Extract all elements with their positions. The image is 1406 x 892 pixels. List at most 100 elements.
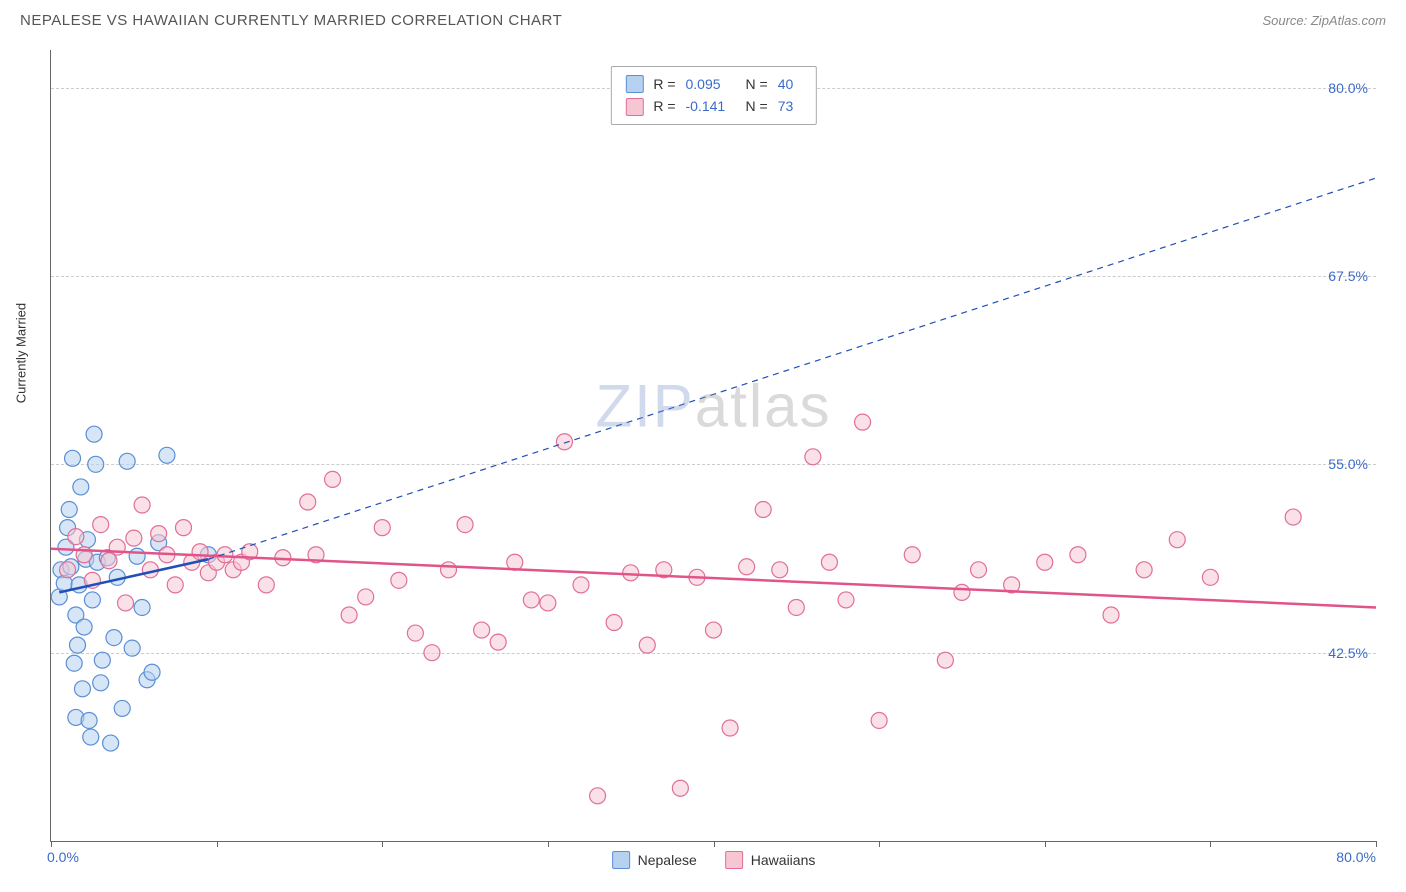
data-point	[83, 729, 99, 745]
data-point	[805, 449, 821, 465]
legend-item-nepalese: Nepalese	[612, 851, 697, 869]
data-point	[358, 589, 374, 605]
legend-label-nepalese: Nepalese	[638, 852, 697, 868]
x-tick	[1210, 841, 1211, 847]
trend-line	[208, 178, 1376, 559]
legend-swatch-nepalese	[612, 851, 630, 869]
data-point	[70, 637, 86, 653]
data-point	[84, 592, 100, 608]
data-point	[706, 622, 722, 638]
data-point	[821, 554, 837, 570]
data-point	[93, 675, 109, 691]
x-tick	[217, 841, 218, 847]
plot-area: Currently Married 42.5%55.0%67.5%80.0% Z…	[50, 50, 1376, 842]
data-point	[176, 520, 192, 536]
data-point	[300, 494, 316, 510]
data-point	[93, 517, 109, 533]
chart-container: Currently Married 42.5%55.0%67.5%80.0% Z…	[50, 50, 1376, 842]
x-tick-max: 80.0%	[1336, 849, 1376, 865]
r-label: R =	[653, 95, 675, 117]
data-point	[159, 447, 175, 463]
data-point	[1070, 547, 1086, 563]
swatch-hawaiians	[625, 98, 643, 116]
data-point	[441, 562, 457, 578]
trend-line	[51, 549, 1376, 608]
data-point	[81, 712, 97, 728]
data-point	[871, 712, 887, 728]
data-point	[590, 788, 606, 804]
data-point	[74, 681, 90, 697]
chart-title: NEPALESE VS HAWAIIAN CURRENTLY MARRIED C…	[20, 12, 562, 29]
data-point	[1169, 532, 1185, 548]
data-point	[151, 526, 167, 542]
r-label: R =	[653, 73, 675, 95]
data-point	[739, 559, 755, 575]
r-value-nepalese: 0.095	[686, 73, 736, 95]
data-point	[65, 450, 81, 466]
data-point	[60, 562, 76, 578]
data-point	[341, 607, 357, 623]
swatch-nepalese	[625, 75, 643, 93]
data-point	[217, 547, 233, 563]
data-point	[407, 625, 423, 641]
n-value-hawaiians: 73	[778, 95, 802, 117]
data-point	[954, 584, 970, 600]
data-point	[144, 664, 160, 680]
x-tick	[1045, 841, 1046, 847]
data-point	[457, 517, 473, 533]
data-point	[838, 592, 854, 608]
data-point	[119, 453, 135, 469]
data-point	[490, 634, 506, 650]
chart-source: Source: ZipAtlas.com	[1262, 13, 1386, 28]
data-point	[1285, 509, 1301, 525]
data-point	[573, 577, 589, 593]
data-point	[474, 622, 490, 638]
x-tick-min: 0.0%	[47, 849, 79, 865]
data-point	[73, 479, 89, 495]
x-tick	[879, 841, 880, 847]
data-point	[623, 565, 639, 581]
data-point	[126, 530, 142, 546]
data-point	[639, 637, 655, 653]
data-point	[134, 599, 150, 615]
n-value-nepalese: 40	[778, 73, 802, 95]
data-point	[114, 700, 130, 716]
data-point	[134, 497, 150, 513]
y-axis-label: Currently Married	[14, 302, 29, 402]
scatter-plot-svg	[51, 50, 1376, 841]
data-point	[672, 780, 688, 796]
data-point	[167, 577, 183, 593]
r-value-hawaiians: -0.141	[686, 95, 736, 117]
data-point	[1136, 562, 1152, 578]
stats-row-nepalese: R = 0.095 N = 40	[625, 73, 801, 95]
n-label: N =	[746, 95, 768, 117]
data-point	[788, 599, 804, 615]
data-point	[103, 735, 119, 751]
data-point	[556, 434, 572, 450]
n-label: N =	[746, 73, 768, 95]
data-point	[86, 426, 102, 442]
x-tick	[1376, 841, 1377, 847]
data-point	[772, 562, 788, 578]
data-point	[424, 645, 440, 661]
data-point	[855, 414, 871, 430]
data-point	[258, 577, 274, 593]
data-point	[61, 502, 77, 518]
data-point	[1037, 554, 1053, 570]
x-tick	[51, 841, 52, 847]
data-point	[94, 652, 110, 668]
data-point	[540, 595, 556, 611]
data-point	[325, 471, 341, 487]
data-point	[118, 595, 134, 611]
legend-swatch-hawaiians	[725, 851, 743, 869]
data-point	[904, 547, 920, 563]
data-point	[523, 592, 539, 608]
data-point	[68, 529, 84, 545]
data-point	[374, 520, 390, 536]
stats-box: R = 0.095 N = 40 R = -0.141 N = 73	[610, 66, 816, 125]
x-tick	[548, 841, 549, 847]
legend: Nepalese Hawaiians	[612, 851, 816, 869]
data-point	[88, 456, 104, 472]
legend-item-hawaiians: Hawaiians	[725, 851, 816, 869]
data-point	[66, 655, 82, 671]
